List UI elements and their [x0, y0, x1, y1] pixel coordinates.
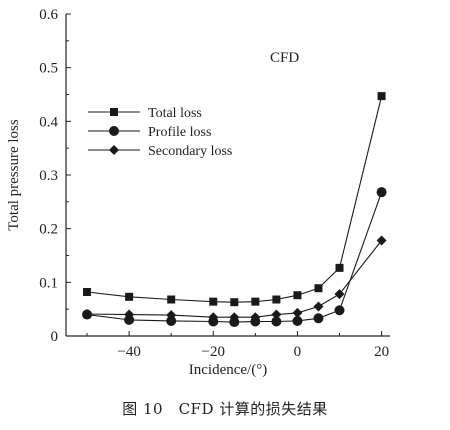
x-tick-label: 0 — [294, 344, 302, 360]
data-point-secondary-loss — [229, 312, 240, 323]
data-point-secondary-loss — [124, 309, 135, 320]
data-point-profile-loss — [166, 315, 177, 326]
data-point-secondary-loss — [376, 235, 387, 246]
legend-item-total-loss: Total loss — [88, 106, 202, 121]
data-point-profile-loss — [292, 315, 303, 326]
y-axis-label: Total pressure loss — [6, 119, 22, 231]
y-tick-label: 0.6 — [39, 7, 58, 23]
data-point-secondary-loss — [313, 301, 324, 312]
data-point-secondary-loss — [334, 289, 345, 300]
cfd-annotation: CFD — [270, 50, 299, 66]
legend: Total loss Profile loss Secondary loss — [88, 106, 232, 159]
x-tick-label: 20 — [374, 344, 389, 360]
data-point-secondary-loss — [250, 312, 261, 323]
y-tick-label: 0.5 — [39, 61, 58, 77]
data-point-total-loss — [230, 298, 239, 307]
x-axis-label: Incidence/(°) — [189, 362, 267, 378]
data-point-total-loss — [272, 295, 281, 304]
legend-item-secondary-loss: Secondary loss — [88, 144, 232, 159]
data-point-total-loss — [167, 295, 176, 304]
data-point-total-loss — [377, 92, 386, 101]
y-tick-label: 0.4 — [39, 114, 58, 130]
x-tick-label: −40 — [117, 344, 140, 360]
data-point-profile-loss — [124, 314, 135, 325]
legend-marker — [109, 126, 119, 136]
data-point-total-loss — [83, 287, 92, 296]
data-point-secondary-loss — [208, 312, 219, 323]
y-tick-label: 0.3 — [39, 168, 58, 184]
y-tick-label: 0 — [51, 329, 59, 345]
legend-marker — [109, 145, 119, 155]
data-point-secondary-loss — [271, 309, 282, 320]
y-tick-label: 0.2 — [39, 222, 58, 238]
data-point-secondary-loss — [292, 307, 303, 318]
data-point-total-loss — [293, 291, 302, 300]
axes: 0 0.1 0.2 0.3 0.4 0.5 0.6 −40 −20 0 20 — [39, 7, 390, 360]
data-point-secondary-loss — [82, 308, 93, 319]
series-layer — [82, 92, 387, 328]
data-point-profile-loss — [334, 305, 345, 316]
legend-label: Secondary loss — [148, 144, 232, 159]
data-point-total-loss — [335, 263, 344, 272]
legend-label: Profile loss — [148, 125, 211, 140]
data-point-total-loss — [314, 284, 323, 293]
data-point-total-loss — [125, 292, 134, 301]
series-secondary-loss — [82, 235, 387, 323]
data-point-profile-loss — [271, 316, 282, 327]
data-point-profile-loss — [313, 313, 324, 324]
x-tick-label: −20 — [202, 344, 225, 360]
figure-caption: 图 10 CFD 计算的损失结果 — [122, 400, 328, 418]
legend-label: Total loss — [148, 106, 202, 121]
data-point-profile-loss — [376, 187, 387, 198]
data-point-secondary-loss — [166, 310, 177, 321]
data-point-total-loss — [251, 297, 260, 306]
series-total-loss — [83, 92, 386, 307]
legend-marker — [110, 108, 118, 116]
legend-item-profile-loss: Profile loss — [88, 125, 211, 140]
data-point-total-loss — [209, 297, 218, 306]
y-tick-label: 0.1 — [39, 275, 58, 291]
